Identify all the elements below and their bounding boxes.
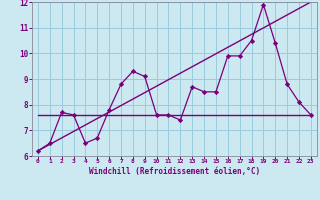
X-axis label: Windchill (Refroidissement éolien,°C): Windchill (Refroidissement éolien,°C) (89, 167, 260, 176)
